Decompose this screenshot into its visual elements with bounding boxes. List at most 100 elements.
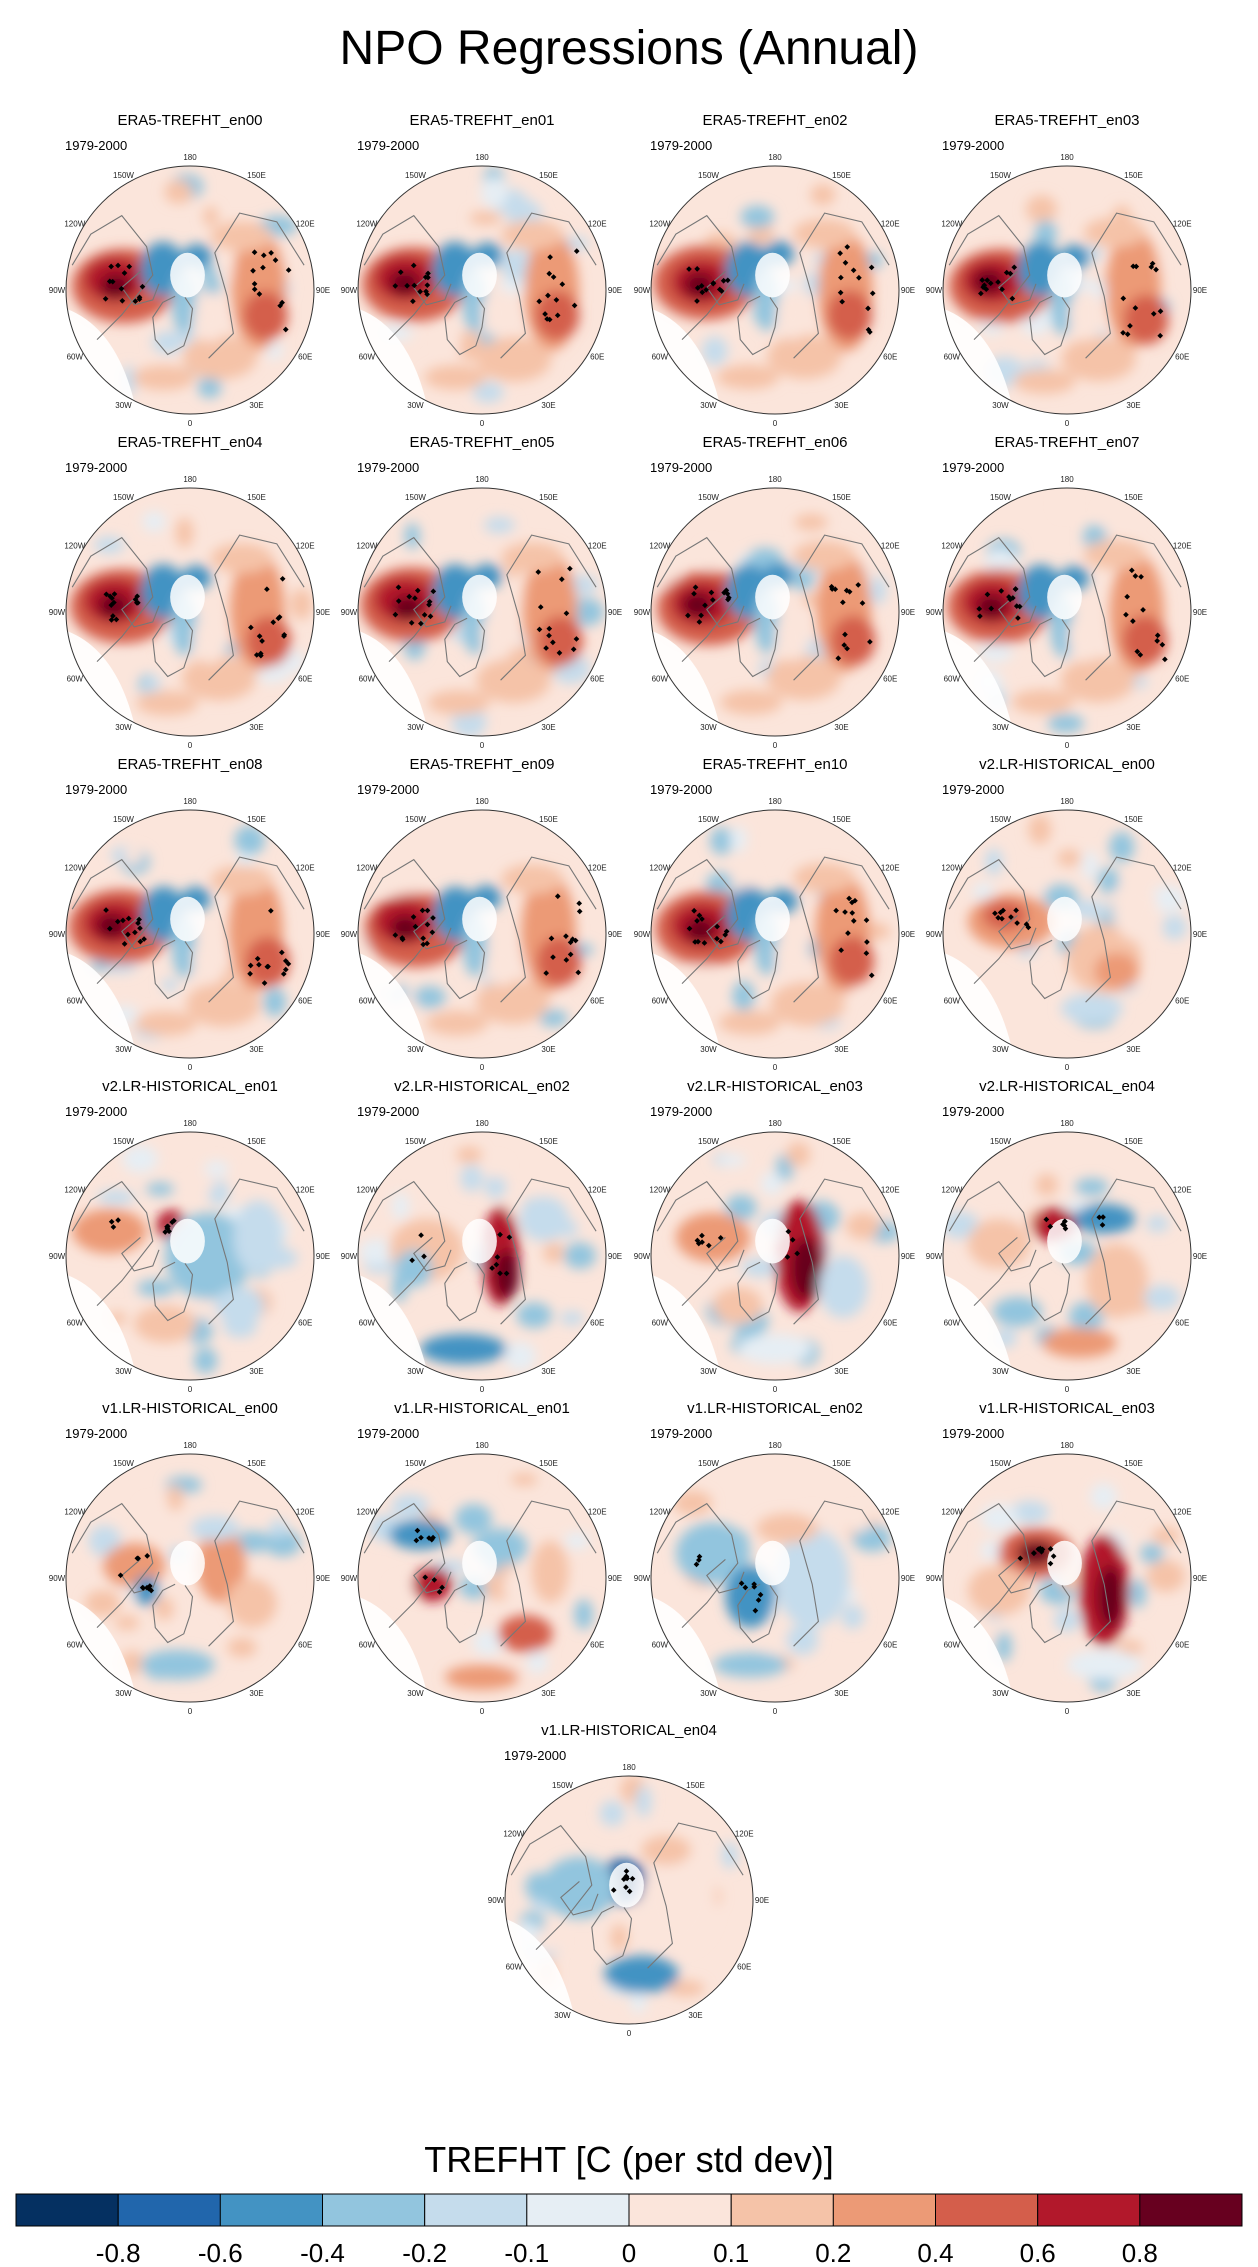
significance-marker [868,972,875,979]
longitude-label: 150W [113,171,134,180]
longitude-label: 90W [634,1252,651,1261]
significance-marker [121,270,128,276]
significance-marker [268,907,274,914]
coastlines [71,534,305,681]
regression-field [651,1132,899,1380]
map-panel: v1.LR-HISTORICAL_en02 1979-2000 180 150E 120… [634,1400,915,1716]
longitude-label: 150E [247,815,266,824]
significance-marker [120,917,126,924]
longitude-label: 150E [539,815,558,824]
panel-title: v2.LR-HISTORICAL_en01 [102,1078,278,1095]
panel-title: ERA5-TREFHT_en00 [117,112,262,129]
significance-marker [1132,573,1139,579]
significance-marker [691,590,697,597]
map-panel: v1.LR-HISTORICAL_en01 1979-2000 180 150E 120… [341,1400,622,1716]
map-panel: v2.LR-HISTORICAL_en03 1979-2000 180 150E 120… [634,1078,915,1394]
significance-marker [1037,1545,1044,1552]
significance-marker [610,1887,617,1893]
longitude-label: 60W [652,1319,669,1328]
longitude-label: 30E [249,1689,263,1698]
longitude-label: 30W [700,723,717,732]
significance-marker [751,1583,758,1590]
longitude-label: 90W [341,1574,358,1583]
longitude-label: 30W [407,723,424,732]
regression-field [66,810,314,1058]
longitude-label: 60W [944,353,961,362]
significance-marker [250,267,256,274]
significance-marker [132,596,139,603]
significance-marker [256,291,263,297]
panel-period: 1979-2000 [650,1104,712,1119]
colorbar-box [832,2193,936,2227]
significance-marker [845,930,851,936]
significance-marker [699,1239,705,1246]
longitude-label: 0 [773,1707,778,1716]
panel-title: v1.LR-HISTORICAL_en01 [394,1400,570,1417]
longitude-label: 150W [698,171,719,180]
significance-marker [425,270,431,277]
significance-marker [111,591,118,597]
significance-marker [995,279,1001,285]
longitude-label: 90W [926,286,943,295]
colorbar-tick-label: 0.6 [1020,2238,1056,2267]
significance-marker [569,936,576,943]
longitude-label: 120E [881,220,900,229]
significance-marker [136,916,142,923]
significance-marker [392,611,399,618]
significance-marker [282,326,289,333]
significance-marker [424,282,431,288]
coastlines [948,1178,1182,1325]
panel-title: v1.LR-HISTORICAL_en00 [102,1400,278,1417]
longitude-label: 150W [990,1459,1011,1468]
longitude-label: 120E [1173,1508,1192,1517]
significance-marker [282,958,289,964]
significance-marker [1014,920,1020,926]
significance-marker [701,940,708,946]
longitude-label: 60E [1175,1641,1189,1650]
colorbar-box [322,2193,426,2227]
significance-marker [259,638,265,644]
longitude-label: 30E [834,723,848,732]
significance-marker [409,1257,415,1264]
longitude-label: 60W [506,1963,523,1972]
longitude-label: 150E [1124,1137,1143,1146]
significance-marker [1154,632,1161,639]
significance-marker [722,932,729,938]
significance-marker [272,257,279,263]
map-panel: v2.LR-HISTORICAL_en00 1979-2000 180 150E 120… [926,756,1207,1072]
longitude-label: 30E [688,2011,702,2020]
longitude-label: 120E [1173,542,1192,551]
significance-marker [855,582,862,588]
coastlines [510,1822,744,1969]
longitude-label: 150W [405,1137,426,1146]
longitude-label: 90W [926,930,943,939]
longitude-label: 120E [735,1830,754,1839]
significance-marker [418,1534,424,1541]
significance-marker [563,957,570,963]
regression-field [66,1454,314,1702]
longitude-label: 30W [407,401,424,410]
significance-marker [251,286,258,293]
longitude-label: 30W [700,1367,717,1376]
significance-marker [550,639,556,646]
significance-marker [708,589,715,596]
longitude-label: 0 [773,1385,778,1394]
colorbar-tick-label: 0.2 [815,2238,851,2267]
significance-marker [850,918,857,924]
significance-marker [285,267,292,273]
map-panel: v2.LR-HISTORICAL_en04 1979-2000 180 150E 120… [926,1078,1207,1394]
significance-marker [850,267,857,274]
significance-marker [115,262,121,269]
longitude-label: 30W [115,1045,132,1054]
significance-marker [995,914,1002,921]
map-panel: v2.LR-HISTORICAL_en01 1979-2000 180 150E 120… [49,1078,330,1394]
significance-marker [543,645,549,651]
significance-marker [718,288,725,294]
longitude-label: 180 [183,153,197,162]
longitude-label: 90E [608,286,622,295]
significance-marker [118,285,125,292]
significance-marker [410,262,417,269]
longitude-label: 150E [247,1137,266,1146]
significance-marker [1123,611,1129,618]
longitude-label: 90W [341,286,358,295]
